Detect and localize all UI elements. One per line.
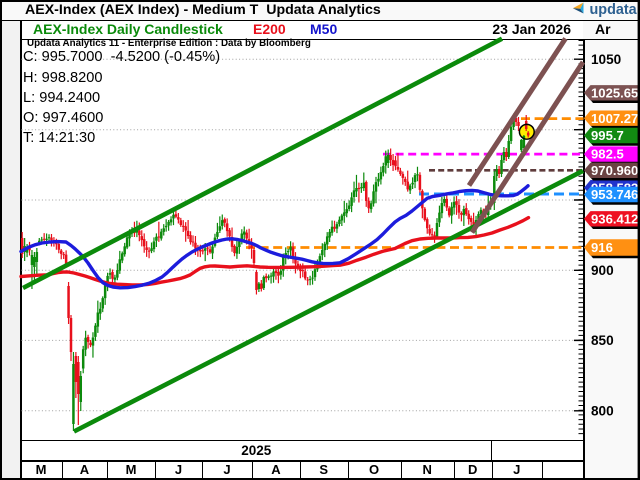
svg-text:800: 800 xyxy=(591,404,614,419)
svg-text:1007.277: 1007.277 xyxy=(591,111,640,126)
svg-text:900: 900 xyxy=(591,263,614,278)
svg-text:982.5: 982.5 xyxy=(591,147,624,162)
svg-text:916: 916 xyxy=(591,240,613,255)
svg-text:995.7: 995.7 xyxy=(591,128,624,143)
svg-text:953.746: 953.746 xyxy=(591,187,638,202)
svg-text:1025.658: 1025.658 xyxy=(591,85,640,100)
svg-text:936.412: 936.412 xyxy=(591,211,638,226)
svg-text:850: 850 xyxy=(591,333,614,348)
svg-text:updata: updata xyxy=(590,2,638,18)
svg-text:1050: 1050 xyxy=(591,52,621,67)
svg-text:970.960: 970.960 xyxy=(591,163,638,178)
